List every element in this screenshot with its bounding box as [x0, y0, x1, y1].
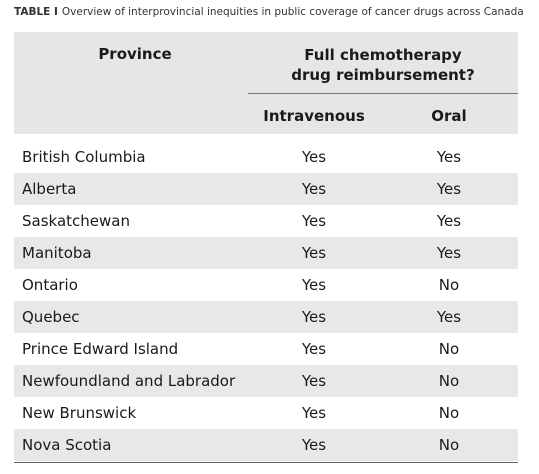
header-rule	[248, 93, 518, 94]
province-cell: Manitoba	[22, 244, 92, 262]
table-row: Nova Scotia Yes No	[14, 429, 518, 461]
table-row: Ontario Yes No	[14, 269, 518, 301]
coverage-cell: Yes	[436, 308, 462, 326]
coverage-cell: Yes	[301, 404, 327, 422]
header-band	[14, 32, 518, 134]
province-cell: Nova Scotia	[22, 436, 112, 454]
table-row: Quebec Yes Yes	[14, 301, 518, 333]
coverage-cell: Yes	[436, 180, 462, 198]
coverage-cell: Yes	[301, 340, 327, 358]
coverage-cell: Yes	[301, 244, 327, 262]
table-row: British Columbia Yes Yes	[14, 141, 518, 173]
province-cell: British Columbia	[22, 148, 146, 166]
coverage-cell: No	[438, 436, 460, 454]
coverage-cell: Yes	[436, 148, 462, 166]
header-province: Province	[98, 45, 172, 63]
coverage-cell: Yes	[301, 276, 327, 294]
province-cell: Newfoundland and Labrador	[22, 372, 236, 390]
caption-label: TABLE I	[14, 6, 58, 18]
caption-text: Overview of interprovincial inequities i…	[61, 6, 524, 18]
table-row: Prince Edward Island Yes No	[14, 333, 518, 365]
coverage-cell: No	[438, 340, 460, 358]
province-cell: Alberta	[22, 180, 77, 198]
table-row: Newfoundland and Labrador Yes No	[14, 365, 518, 397]
coverage-cell: No	[438, 372, 460, 390]
province-cell: New Brunswick	[22, 404, 137, 422]
table-row: Saskatchewan Yes Yes	[14, 205, 518, 237]
bottom-rule	[14, 462, 518, 463]
province-cell: Prince Edward Island	[22, 340, 179, 358]
table-row: New Brunswick Yes No	[14, 397, 518, 429]
coverage-cell: Yes	[301, 436, 327, 454]
caption: TABLE I Overview of interprovincial inequ…	[14, 6, 524, 18]
coverage-cell: Yes	[301, 308, 327, 326]
coverage-cell: Yes	[301, 372, 327, 390]
coverage-cell: Yes	[301, 180, 327, 198]
province-cell: Ontario	[22, 276, 78, 294]
header-column: Oral	[431, 107, 467, 125]
coverage-cell: Yes	[301, 212, 327, 230]
coverage-cell: Yes	[301, 148, 327, 166]
table-row: Manitoba Yes Yes	[14, 237, 518, 269]
coverage-cell: Yes	[436, 212, 462, 230]
header-group: Full chemotherapy drug reimbursement?	[291, 46, 475, 84]
province-cell: Saskatchewan	[22, 212, 130, 230]
province-cell: Quebec	[22, 308, 80, 326]
coverage-cell: Yes	[436, 244, 462, 262]
coverage-cell: No	[438, 404, 460, 422]
coverage-cell: No	[438, 276, 460, 294]
header-column: Intravenous	[263, 107, 365, 125]
table-row: Alberta Yes Yes	[14, 173, 518, 205]
